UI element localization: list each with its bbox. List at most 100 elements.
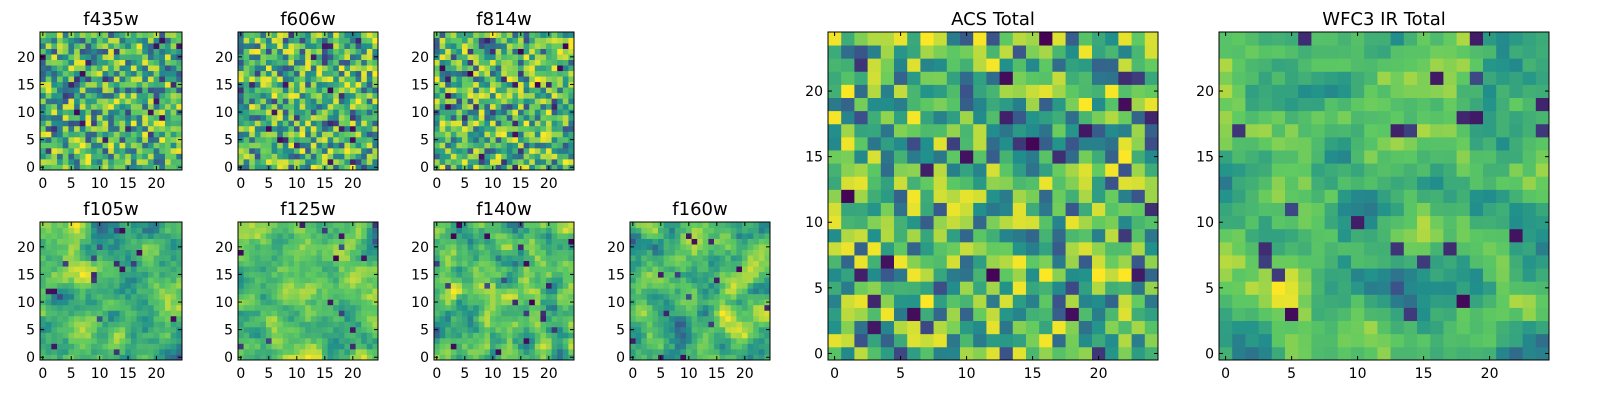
heatmap-cell	[266, 54, 272, 60]
heatmap-cell	[142, 277, 149, 284]
heatmap-cell	[551, 153, 558, 160]
heatmap-cell	[529, 158, 536, 165]
heatmap-cell	[260, 321, 267, 328]
heatmap-cell	[294, 260, 300, 267]
heatmap-cell	[1131, 333, 1146, 348]
heatmap-cell	[344, 98, 351, 105]
heatmap-cell	[159, 222, 166, 228]
heatmap-cell	[68, 304, 75, 311]
heatmap-cell	[344, 238, 351, 245]
heatmap-cell	[57, 164, 64, 171]
heatmap-cell	[540, 81, 547, 88]
heatmap-cell	[686, 337, 692, 344]
heatmap-cell	[260, 136, 267, 143]
heatmap-cell	[484, 120, 491, 127]
heatmap-cell	[338, 343, 345, 350]
heatmap-cell	[495, 114, 502, 121]
heatmap-cell	[277, 348, 284, 355]
heatmap-cell	[142, 32, 149, 38]
heatmap-cell	[305, 65, 312, 72]
heatmap-cell	[125, 348, 132, 355]
heatmap-cell	[663, 354, 670, 361]
heatmap-cell	[478, 354, 485, 361]
heatmap-cell	[680, 260, 687, 267]
heatmap-cell	[758, 293, 765, 300]
heatmap-cell	[828, 333, 842, 348]
heatmap-cell	[355, 244, 362, 250]
heatmap-cell	[986, 255, 1000, 269]
heatmap-cell	[1052, 228, 1066, 243]
heatmap-cell	[518, 120, 524, 127]
heatmap-cell	[641, 299, 648, 306]
heatmap-cell	[344, 142, 351, 149]
heatmap-cell	[119, 304, 126, 311]
heatmap-cell	[260, 222, 267, 228]
heatmap-cell	[478, 222, 485, 228]
heatmap-cell	[74, 81, 81, 88]
heatmap-cell	[130, 98, 137, 105]
heatmap-cell	[322, 260, 328, 267]
heatmap-cell	[518, 76, 524, 83]
heatmap-cell	[142, 337, 149, 344]
heatmap-cell	[260, 282, 267, 289]
heatmap-cell	[316, 249, 323, 256]
heatmap-cell	[333, 293, 340, 300]
heatmap-cell	[350, 76, 356, 83]
heatmap-cell	[277, 81, 284, 88]
heatmap-cell	[310, 299, 317, 306]
heatmap-cell	[113, 233, 120, 239]
heatmap-cell	[372, 114, 379, 121]
heatmap-cell	[1144, 268, 1159, 282]
heatmap-cell	[142, 233, 149, 239]
heatmap-cell	[108, 43, 115, 49]
heatmap-cell	[355, 238, 362, 245]
heatmap-cell	[85, 120, 92, 127]
heatmap-cell	[147, 249, 154, 256]
heatmap-cell	[249, 153, 256, 160]
heatmap-cell	[271, 288, 278, 295]
heatmap-cell	[725, 326, 732, 333]
heatmap-cell	[164, 147, 172, 154]
y-tick-label: 5	[26, 133, 35, 149]
heatmap-cell	[880, 189, 895, 203]
heatmap-cell	[176, 48, 183, 55]
heatmap-cell	[322, 282, 328, 289]
heatmap-cell	[130, 238, 137, 245]
heatmap-cell	[495, 288, 502, 295]
heatmap-cell	[490, 48, 496, 55]
heatmap-cell	[501, 147, 508, 154]
heatmap-cell	[350, 142, 356, 149]
heatmap-cell	[249, 114, 256, 121]
heatmap-cell	[445, 147, 452, 154]
heatmap-cell	[338, 131, 345, 138]
heatmap-cell	[562, 120, 569, 127]
heatmap-cell	[45, 343, 52, 350]
heatmap-cell	[568, 32, 575, 38]
heatmap-cell	[40, 37, 47, 44]
heatmap-cell	[327, 233, 334, 239]
heatmap-cell	[350, 147, 356, 154]
heatmap-cell	[159, 98, 166, 105]
heatmap-cell	[333, 76, 340, 83]
heatmap-cell	[501, 315, 508, 322]
heatmap-cell	[136, 158, 143, 165]
heatmap-cell	[658, 299, 664, 306]
heatmap-cell	[119, 103, 126, 110]
heatmap-cell	[288, 271, 295, 278]
heatmap-cell	[1105, 228, 1119, 243]
heatmap-cell	[147, 158, 154, 165]
heatmap-cell	[119, 282, 126, 289]
heatmap-cell	[1012, 281, 1027, 295]
heatmap-cell	[266, 299, 272, 306]
x-tick-label: 15	[512, 176, 530, 192]
heatmap-cell	[534, 321, 541, 328]
heatmap-cell	[305, 293, 312, 300]
heatmap-cell	[85, 54, 92, 60]
heatmap-cell	[828, 215, 842, 230]
heatmap-cells	[434, 222, 575, 361]
heatmap-cell	[456, 59, 463, 66]
heatmap-cell	[119, 299, 126, 306]
heatmap-cell	[484, 244, 491, 250]
heatmap-cell	[136, 125, 143, 132]
heatmap-cell	[136, 299, 143, 306]
